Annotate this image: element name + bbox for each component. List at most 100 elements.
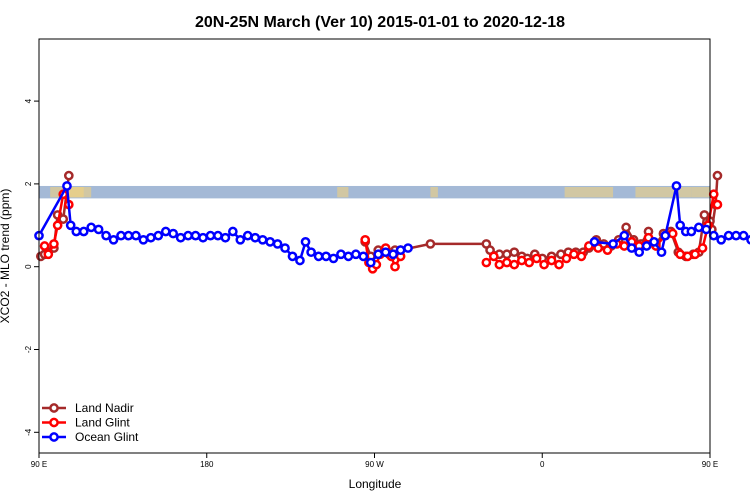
- data-point: [619, 230, 630, 241]
- data-point: [360, 234, 371, 245]
- data-point: [183, 230, 193, 241]
- y-tick-label: -2: [24, 345, 33, 353]
- data-point: [619, 241, 630, 251]
- x-tick-label: 90 E: [31, 460, 47, 469]
- y-axis: -4 -2 0 2 4: [24, 98, 39, 436]
- data-point: [235, 234, 246, 245]
- x-tick-label: 0: [540, 460, 545, 469]
- data-point: [524, 257, 535, 268]
- series-layer: [34, 170, 750, 274]
- data-point: [272, 239, 283, 249]
- data-point: [546, 255, 557, 266]
- y-tick-label: 4: [24, 98, 33, 103]
- data-point: [509, 247, 520, 258]
- legend-label: Ocean Glint: [75, 430, 139, 444]
- data-point: [693, 222, 704, 233]
- data-point: [86, 222, 97, 233]
- land-band: [39, 185, 710, 199]
- data-point: [682, 251, 693, 262]
- data-point: [343, 251, 354, 262]
- data-point: [365, 257, 376, 268]
- y-tick-label: 2: [24, 181, 33, 186]
- land-patch: [635, 186, 692, 198]
- data-point: [93, 224, 104, 235]
- data-point: [671, 181, 682, 191]
- land-patch: [65, 186, 84, 198]
- data-point: [116, 230, 126, 241]
- data-point: [71, 226, 82, 237]
- data-point: [712, 199, 723, 210]
- data-point: [641, 241, 652, 251]
- data-point: [699, 210, 710, 220]
- data-point: [589, 237, 600, 247]
- data-point: [708, 189, 719, 200]
- data-point: [101, 230, 111, 241]
- land-patch: [337, 186, 349, 198]
- data-point: [265, 237, 275, 247]
- data-point: [153, 230, 164, 241]
- y-tick-label: -4: [24, 428, 33, 436]
- data-point: [328, 253, 339, 264]
- data-point: [634, 247, 645, 258]
- data-point: [321, 251, 331, 262]
- data-point: [49, 239, 59, 249]
- data-point: [287, 251, 298, 262]
- data-point: [168, 228, 179, 239]
- data-point: [701, 224, 712, 235]
- series-land-nadir: [36, 170, 723, 264]
- data-point: [621, 222, 631, 233]
- legend-marker: [49, 432, 59, 442]
- data-point: [123, 230, 134, 241]
- data-point: [306, 247, 316, 258]
- land-patch: [564, 186, 614, 198]
- data-point: [626, 243, 637, 253]
- legend-marker: [49, 417, 59, 428]
- data-point: [554, 259, 564, 270]
- data-point: [205, 230, 216, 241]
- legend-label: Land Nadir: [75, 401, 134, 415]
- data-point: [675, 220, 686, 231]
- land-patch: [430, 186, 438, 198]
- data-point: [313, 251, 324, 262]
- series-land-glint: [39, 189, 723, 274]
- y-tick-label: 0: [24, 264, 33, 269]
- data-point: [746, 235, 750, 245]
- data-point: [300, 237, 311, 247]
- data-point: [39, 241, 50, 251]
- sea-band: [39, 185, 710, 199]
- data-point: [336, 249, 346, 260]
- data-point: [257, 234, 268, 245]
- data-point: [690, 249, 700, 260]
- data-point: [145, 232, 156, 243]
- data-point: [531, 253, 542, 264]
- data-point: [78, 226, 89, 237]
- data-point: [509, 259, 520, 270]
- data-point: [250, 232, 261, 243]
- data-point: [295, 255, 305, 266]
- data-point: [501, 257, 512, 268]
- data-point: [608, 239, 618, 249]
- data-point: [43, 249, 54, 260]
- x-axis: 90 E 180 90 W 0 90 E: [31, 453, 718, 469]
- data-point: [660, 230, 671, 241]
- data-point: [380, 247, 391, 258]
- data-point: [403, 243, 413, 253]
- data-point: [242, 230, 253, 241]
- data-point: [131, 230, 141, 241]
- x-tick-label: 90 E: [702, 460, 718, 469]
- data-point: [569, 249, 579, 260]
- data-point: [731, 230, 741, 241]
- data-point: [716, 234, 727, 245]
- data-point: [63, 170, 74, 181]
- data-point: [494, 259, 505, 270]
- data-point: [175, 232, 186, 243]
- data-point: [52, 220, 63, 231]
- data-point: [667, 228, 678, 239]
- series-ocean-glint: [34, 181, 750, 268]
- data-point: [388, 249, 398, 260]
- data-point: [576, 251, 587, 262]
- data-point: [516, 255, 527, 266]
- data-point: [108, 234, 119, 245]
- data-point: [373, 249, 384, 260]
